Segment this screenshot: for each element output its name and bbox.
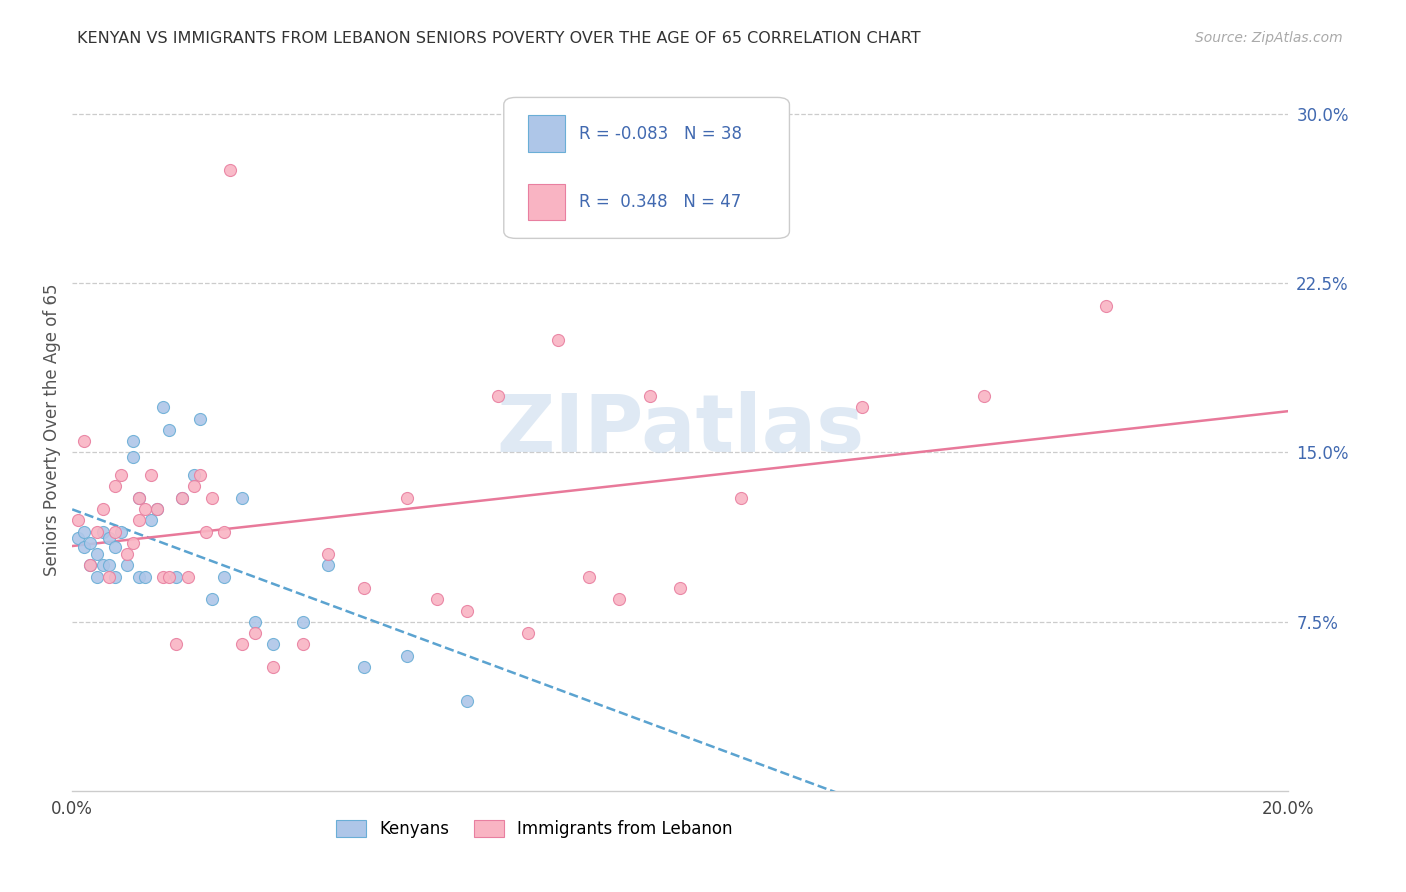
Point [183, 468, 205, 483]
Y-axis label: Seniors Poverty Over the Age of 65: Seniors Poverty Over the Age of 65 [44, 284, 60, 576]
Point [353, 660, 375, 674]
Point [141, 513, 163, 527]
Point [67, 513, 90, 527]
Point [188, 468, 211, 483]
Point [104, 570, 127, 584]
Point [73, 434, 96, 449]
Point [183, 479, 205, 493]
Text: KENYAN VS IMMIGRANTS FROM LEBANON SENIORS POVERTY OVER THE AGE OF 65 CORRELATION: KENYAN VS IMMIGRANTS FROM LEBANON SENIOR… [77, 31, 921, 46]
Point [128, 570, 150, 584]
Point [262, 660, 284, 674]
Point [91, 558, 114, 573]
Point [97, 570, 120, 584]
Point [170, 491, 193, 505]
Point [79, 558, 101, 573]
Point [201, 592, 224, 607]
Point [128, 491, 150, 505]
FancyBboxPatch shape [503, 97, 789, 238]
Point [638, 389, 661, 403]
Point [104, 541, 127, 555]
Point [79, 558, 101, 573]
Point [231, 491, 253, 505]
Point [128, 513, 150, 527]
Point [243, 626, 266, 640]
Point [212, 524, 235, 539]
Point [973, 389, 995, 403]
Point [231, 637, 253, 651]
Point [194, 524, 217, 539]
Point [134, 570, 156, 584]
Point [316, 558, 339, 573]
Point [73, 541, 96, 555]
Point [79, 536, 101, 550]
Point [86, 570, 108, 584]
Point [110, 468, 132, 483]
Bar [529, 115, 565, 152]
Point [146, 502, 169, 516]
Point [353, 581, 375, 595]
Point [212, 570, 235, 584]
Point [122, 434, 145, 449]
Point [201, 491, 224, 505]
Point [141, 468, 163, 483]
Point [152, 401, 174, 415]
Point [165, 637, 187, 651]
Point [134, 502, 156, 516]
Point [104, 524, 127, 539]
Bar [529, 184, 565, 220]
Point [122, 536, 145, 550]
Point [177, 570, 200, 584]
Point [159, 423, 181, 437]
Point [97, 531, 120, 545]
Point [104, 479, 127, 493]
Point [73, 524, 96, 539]
Text: Source: ZipAtlas.com: Source: ZipAtlas.com [1195, 31, 1343, 45]
Point [547, 333, 569, 347]
Point [669, 581, 692, 595]
Text: R =  0.348   N = 47: R = 0.348 N = 47 [579, 194, 741, 211]
Point [316, 547, 339, 561]
Point [456, 604, 478, 618]
Point [146, 502, 169, 516]
Point [262, 637, 284, 651]
Point [170, 491, 193, 505]
Point [456, 694, 478, 708]
Point [97, 558, 120, 573]
Point [426, 592, 449, 607]
Point [165, 570, 187, 584]
Point [152, 570, 174, 584]
Point [115, 547, 138, 561]
Point [110, 524, 132, 539]
Point [243, 615, 266, 629]
Point [115, 558, 138, 573]
Legend: Kenyans, Immigrants from Lebanon: Kenyans, Immigrants from Lebanon [329, 813, 740, 845]
Point [67, 531, 90, 545]
Point [159, 570, 181, 584]
Point [395, 491, 418, 505]
Point [91, 502, 114, 516]
Point [1094, 299, 1116, 313]
Text: R = -0.083   N = 38: R = -0.083 N = 38 [579, 125, 742, 143]
Point [292, 615, 315, 629]
Point [122, 450, 145, 464]
Point [517, 626, 540, 640]
Point [578, 570, 600, 584]
Point [86, 524, 108, 539]
Text: ZIPatlas: ZIPatlas [496, 391, 865, 469]
Point [486, 389, 509, 403]
Point [607, 592, 630, 607]
Point [219, 163, 242, 178]
Point [86, 547, 108, 561]
Point [851, 401, 873, 415]
Point [91, 524, 114, 539]
Point [395, 648, 418, 663]
Point [292, 637, 315, 651]
Point [730, 491, 752, 505]
Point [128, 491, 150, 505]
Point [188, 411, 211, 425]
